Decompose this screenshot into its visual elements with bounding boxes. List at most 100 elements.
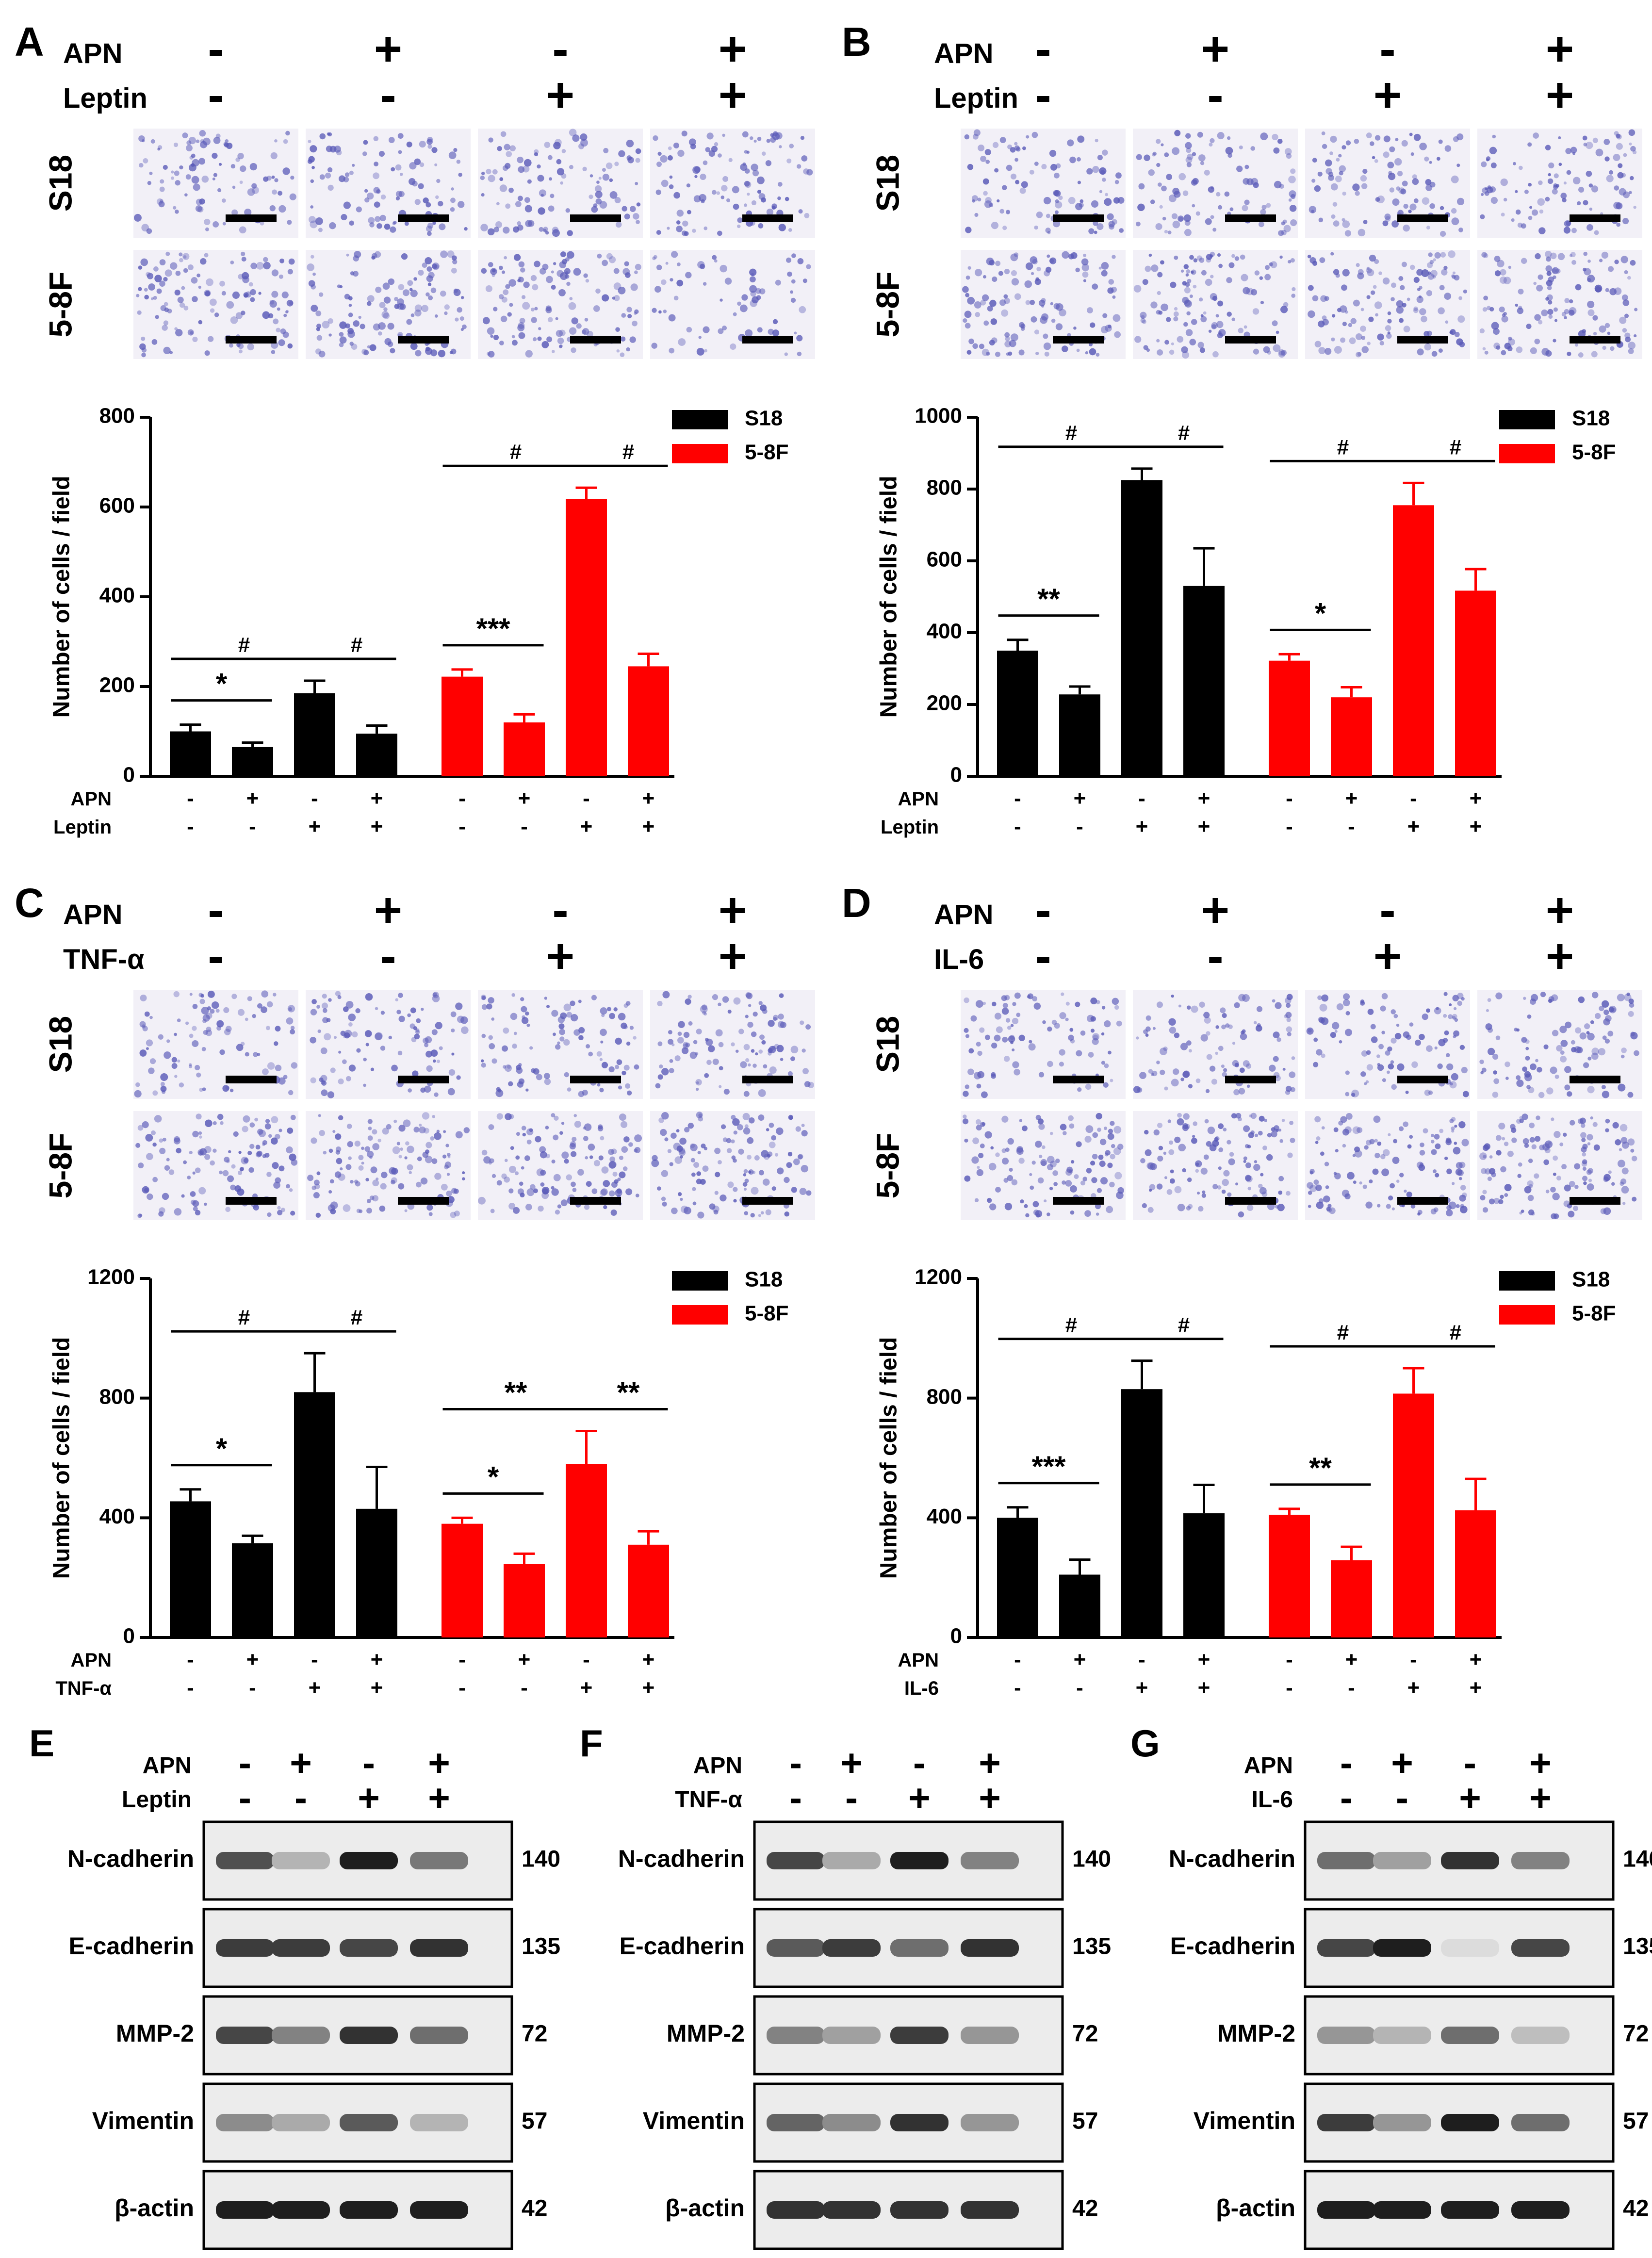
cell: [747, 1021, 753, 1028]
cell: [619, 1155, 623, 1161]
bar-5-8F: [1393, 1393, 1434, 1637]
cell: [310, 1036, 317, 1044]
apn-sign: +: [1201, 883, 1229, 937]
cell: [1455, 1168, 1463, 1176]
legend-label: S18: [1572, 1268, 1610, 1292]
cell: [243, 1115, 250, 1123]
cell: [1091, 1177, 1097, 1183]
cell: [317, 1029, 321, 1033]
micrograph: [133, 250, 298, 359]
cell: [212, 152, 218, 159]
treatment-label: IL-6: [934, 944, 984, 975]
cell: [1055, 199, 1059, 204]
cell: [1206, 257, 1211, 263]
cell: [165, 251, 170, 256]
cell: [1489, 307, 1494, 312]
cell: [535, 1136, 541, 1143]
cell: [1050, 164, 1057, 171]
cell: [481, 171, 485, 176]
cell: [1413, 306, 1418, 311]
cell: [1545, 1189, 1550, 1194]
cell: [289, 301, 294, 305]
cell: [1105, 1150, 1111, 1156]
cell: [415, 1028, 420, 1032]
cell: [1587, 224, 1593, 231]
sig-annotation: *: [488, 1460, 499, 1493]
cell: [752, 1064, 757, 1068]
blot-band: [961, 2201, 1019, 2219]
cell: [1511, 1127, 1517, 1133]
cell: [748, 1169, 754, 1175]
cell: [219, 1170, 223, 1175]
x-sign: +: [642, 1648, 655, 1671]
cell: [1592, 137, 1598, 144]
cell: [379, 302, 386, 309]
cell: [545, 305, 552, 311]
cell: [288, 1007, 293, 1011]
cell: [683, 1031, 690, 1038]
cell: [967, 266, 971, 270]
treatment-sign: -: [845, 1776, 858, 1819]
cell: [546, 276, 553, 283]
cell: [743, 1169, 748, 1174]
cell: [1010, 147, 1016, 153]
cell: [801, 155, 808, 162]
cell: [1424, 156, 1429, 162]
cell: [1527, 1180, 1534, 1187]
cell: [177, 296, 184, 303]
cell: [1542, 1143, 1550, 1151]
cell: [1288, 260, 1292, 264]
cell: [1280, 350, 1287, 356]
cell: [1113, 1147, 1121, 1155]
cell: [668, 1030, 672, 1034]
cell: [1547, 178, 1554, 184]
cell: [1100, 326, 1109, 334]
cell: [609, 191, 618, 199]
micrograph: [1133, 250, 1298, 359]
cell: [353, 271, 359, 277]
cell: [988, 1162, 997, 1171]
cell: [1262, 1145, 1267, 1150]
cell: [549, 177, 553, 181]
cell: [558, 289, 566, 296]
cell: [328, 333, 332, 337]
cell: [308, 280, 315, 287]
cell: [698, 1113, 703, 1118]
blot-size-label: 57: [1623, 2109, 1649, 2134]
cell: [1010, 173, 1017, 180]
cell: [748, 1063, 751, 1067]
cell: [571, 317, 578, 325]
cell: [218, 163, 222, 166]
cell: [159, 1147, 166, 1154]
cell: [504, 1159, 508, 1162]
cell: [1160, 1047, 1167, 1055]
cell: [1505, 1077, 1509, 1080]
cell: [285, 310, 289, 313]
blot-size-label: 42: [1623, 2196, 1649, 2222]
cell: [1207, 1127, 1215, 1134]
cell: [423, 1037, 429, 1044]
cell: [1136, 1036, 1139, 1040]
cell: [1218, 1147, 1224, 1152]
cell: [1633, 206, 1636, 209]
cell: [1505, 1061, 1510, 1067]
cell: [1098, 1154, 1104, 1160]
cell: [1277, 138, 1283, 144]
cell: [1561, 1164, 1567, 1170]
cell: [1407, 1144, 1412, 1149]
cell: [418, 270, 424, 276]
cell: [517, 1188, 524, 1195]
cell: [1445, 320, 1449, 324]
cell: [146, 272, 151, 277]
bar-5-8F: [442, 676, 483, 776]
cell: [678, 1021, 685, 1028]
y-tick-label: 400: [99, 1505, 135, 1528]
cell: [290, 1114, 296, 1120]
cell: [1003, 294, 1008, 299]
cell: [486, 1003, 492, 1010]
cell: [1339, 1040, 1342, 1044]
cell: [694, 166, 701, 173]
cell: [247, 188, 255, 196]
cell: [1546, 256, 1551, 262]
cell: [1174, 1032, 1180, 1038]
